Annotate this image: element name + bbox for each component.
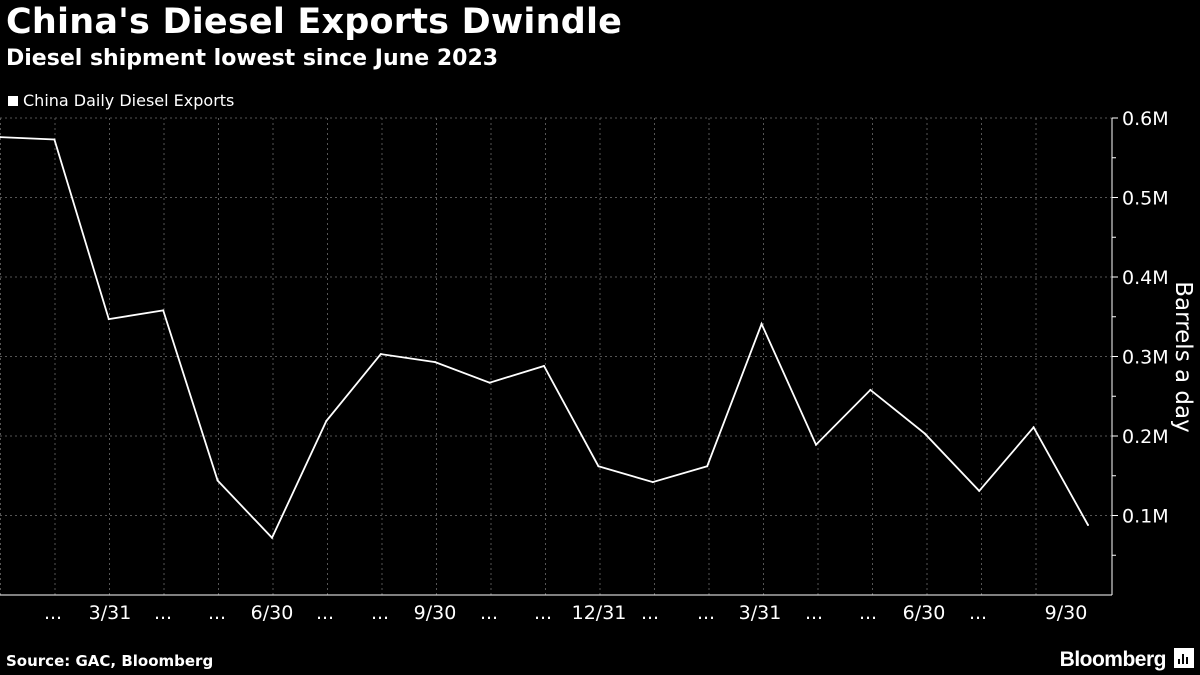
data-point [216, 479, 219, 482]
data-point [706, 465, 709, 468]
y-tick-label: 0.6M [1122, 108, 1169, 130]
x-tick-label: ... [641, 602, 659, 624]
chart-title: China's Diesel Exports Dwindle [6, 2, 623, 42]
x-tick-label: 9/30 [1045, 602, 1088, 624]
x-tick-label: 6/30 [903, 602, 946, 624]
data-point [434, 361, 437, 364]
data-point [488, 381, 491, 384]
x-tick-label: ... [154, 602, 172, 624]
data-point [651, 481, 654, 484]
data-point [760, 322, 763, 325]
x-tick-label: ... [44, 602, 62, 624]
x-tick-label: 6/30 [251, 602, 294, 624]
x-tick-label: ... [697, 602, 715, 624]
x-tick-label: ... [969, 602, 987, 624]
data-point [869, 388, 872, 391]
x-tick-label: ... [859, 602, 877, 624]
data-point [978, 489, 981, 492]
chart-subtitle: Diesel shipment lowest since June 2023 [6, 46, 499, 71]
y-tick-label: 0.2M [1122, 426, 1169, 448]
data-point [162, 309, 165, 312]
x-tick-label: ... [805, 602, 823, 624]
data-point [597, 465, 600, 468]
x-tick-label: 12/31 [572, 602, 627, 624]
source-note: Source: GAC, Bloomberg [6, 652, 214, 670]
x-tick-label: ... [371, 602, 389, 624]
data-point [325, 419, 328, 422]
data-point [107, 318, 110, 321]
data-point [543, 365, 545, 368]
y-tick-label: 0.3M [1122, 347, 1169, 369]
data-point [815, 443, 817, 446]
legend-swatch [8, 95, 18, 106]
x-tick-label: ... [208, 602, 226, 624]
x-tick-label: 3/31 [89, 602, 132, 624]
data-point [379, 353, 382, 356]
data-point [1032, 426, 1035, 429]
y-axis-title: Barrels a day [1170, 281, 1196, 432]
legend-label: China Daily Diesel Exports [23, 91, 235, 110]
series-line-china-daily-diesel-exports [0, 136, 1089, 540]
data-point [923, 432, 926, 435]
data-point [0, 136, 1, 139]
x-tick-label: ... [316, 602, 334, 624]
data-point [53, 138, 56, 141]
y-tick-label: 0.1M [1122, 506, 1169, 528]
y-tick-label: 0.5M [1122, 188, 1169, 210]
brand-logo: Bloomberg [1059, 648, 1167, 671]
x-tick-label: ... [534, 602, 552, 624]
y-tick-label: 0.4M [1122, 267, 1169, 289]
x-tick-label: 3/31 [739, 602, 782, 624]
brand-mark-icon [1174, 648, 1194, 668]
x-tick-label: 9/30 [414, 602, 457, 624]
data-point [1087, 524, 1089, 527]
x-tick-label: ... [480, 602, 498, 624]
data-point [271, 536, 273, 539]
legend: China Daily Diesel Exports [8, 91, 234, 110]
